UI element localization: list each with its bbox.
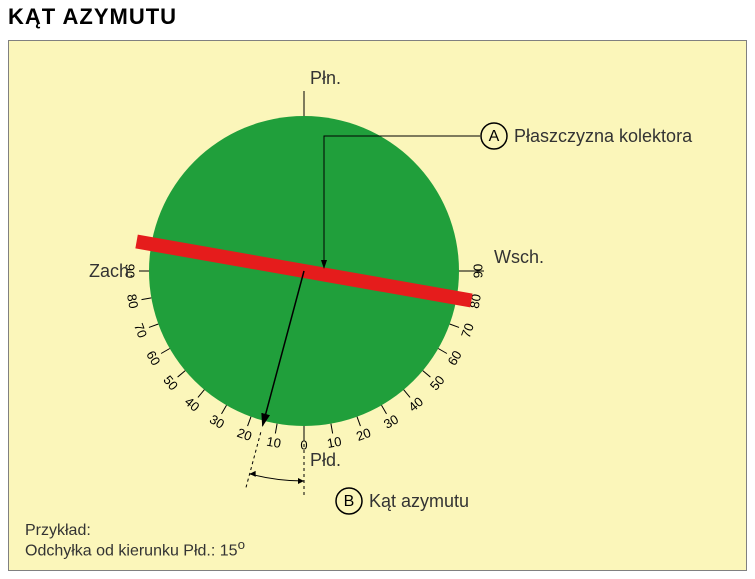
- cardinal-e: Wsch.: [494, 247, 544, 267]
- footnote-value: Odchyłka od kierunku Płd.: 15: [25, 542, 238, 559]
- callout-a-label: Płaszczyzna kolektora: [514, 126, 693, 146]
- cardinal-s: Płd.: [310, 450, 341, 470]
- scale-label: 10: [265, 434, 282, 451]
- page-title: KĄT AZYMUTU: [0, 0, 755, 38]
- callout-b-letter: B: [344, 493, 355, 510]
- footnote-line2: Odchyłka od kierunku Płd.: 15o: [25, 537, 245, 560]
- callout-a-letter: A: [489, 128, 500, 145]
- scale-label: 90: [470, 264, 485, 278]
- scale-label: 10: [326, 434, 343, 451]
- cardinal-w: Zach.: [89, 261, 134, 281]
- footnote-degree-symbol: o: [238, 537, 245, 552]
- scale-label: 80: [124, 293, 141, 310]
- cardinal-n: Płn.: [310, 68, 341, 88]
- diagram-panel: 9080706050403020100102030405060708090Płn…: [8, 40, 747, 571]
- azimuth-diagram: 9080706050403020100102030405060708090Płn…: [9, 41, 746, 570]
- callout-b-label: Kąt azymutu: [369, 491, 469, 511]
